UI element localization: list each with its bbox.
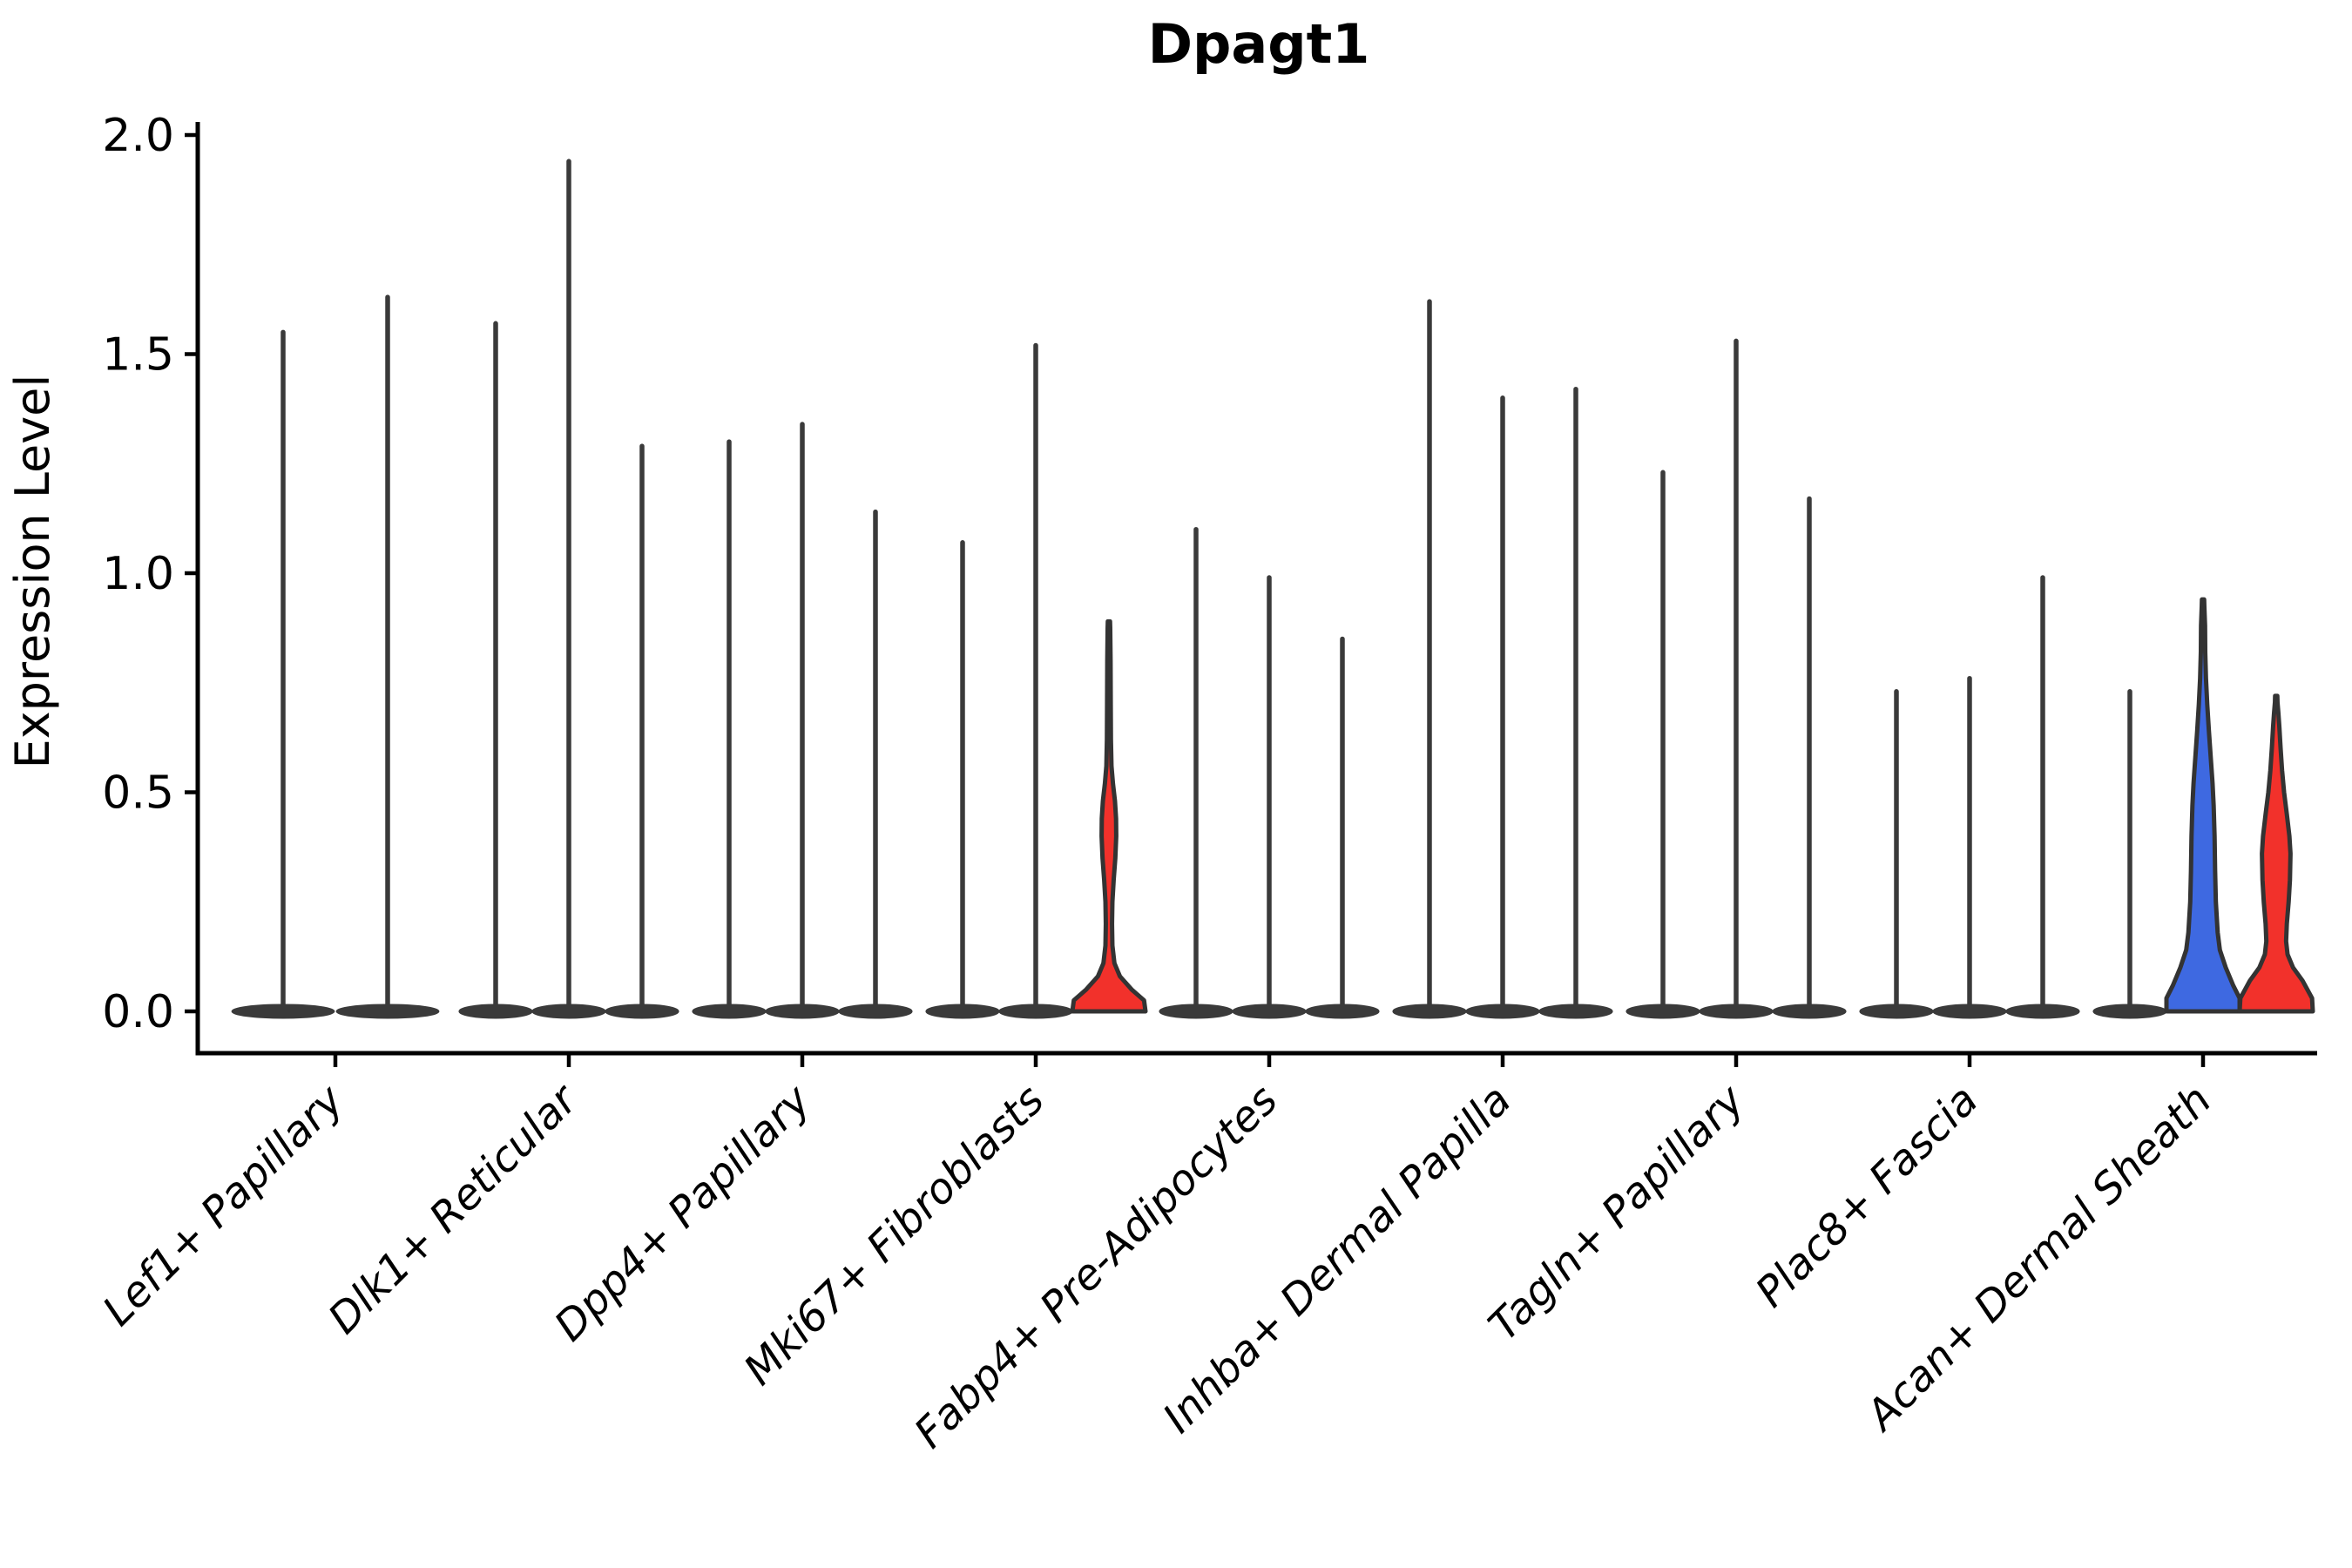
x-tick-label: Plac8+ Fascia: [1747, 1076, 1988, 1317]
y-tick-label: 2.0: [102, 110, 174, 162]
x-tick-label: Tagln+ Papillary: [1479, 1075, 1754, 1350]
y-tick-label: 1.0: [102, 548, 174, 600]
violin-red: [1070, 618, 1148, 1014]
chart-title: Dpagt1: [1148, 12, 1370, 76]
y-axis-label: Expression Level: [5, 375, 60, 769]
x-tick-label: Dpp4+ Papillary: [545, 1075, 821, 1350]
violin-blue: [2164, 597, 2242, 1014]
x-tick-label: Lef1+ Papillary: [93, 1075, 354, 1335]
violin-red: [2237, 693, 2315, 1014]
x-tick-label: Dlk1+ Reticular: [319, 1074, 589, 1344]
y-tick-label: 1.5: [102, 329, 174, 382]
y-tick-label: 0.5: [102, 767, 174, 820]
y-tick-label: 0.0: [102, 986, 174, 1038]
